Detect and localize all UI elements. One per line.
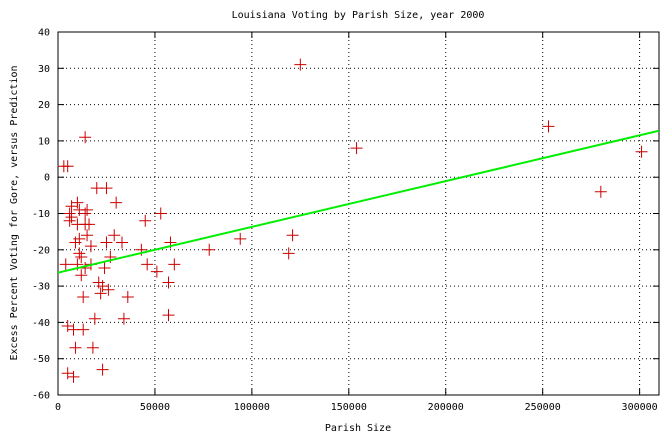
data-point (162, 276, 175, 289)
y-tick-label: 20 (38, 100, 50, 111)
y-tick-label: -10 (32, 209, 50, 220)
data-point (84, 240, 97, 253)
x-tick-label: 250000 (525, 402, 561, 413)
data-point (635, 145, 648, 158)
x-tick-label: 50000 (140, 402, 170, 413)
data-point (294, 58, 307, 71)
y-axis-label: Excess Percent Voting for Gore, versus P… (9, 65, 20, 360)
data-point (86, 341, 99, 354)
data-point (81, 229, 94, 242)
data-point (141, 258, 154, 271)
plot-marks (57, 58, 660, 383)
data-point (94, 287, 107, 300)
data-point (100, 182, 113, 195)
data-point (154, 207, 167, 220)
data-point (77, 290, 90, 303)
data-point (350, 142, 363, 155)
data-point (75, 251, 88, 264)
data-point (121, 290, 134, 303)
x-axis-label: Parish Size (325, 423, 391, 434)
data-point (108, 229, 121, 242)
data-point (96, 363, 109, 376)
grid-lines (58, 32, 659, 395)
y-tick-label: 0 (44, 173, 50, 184)
y-tick-label: -20 (32, 245, 50, 256)
data-point (61, 160, 74, 173)
data-point (69, 341, 82, 354)
y-tick-label: -30 (32, 282, 50, 293)
y-tick-label: 40 (38, 28, 50, 39)
data-point (71, 196, 84, 209)
data-point (234, 232, 247, 245)
y-tick-label: 10 (38, 136, 50, 147)
data-point (83, 218, 96, 231)
x-tick-label: 150000 (331, 402, 367, 413)
y-tick-label: 30 (38, 64, 50, 75)
data-point (542, 120, 555, 133)
data-point (282, 247, 295, 260)
data-point (162, 309, 175, 322)
data-point (139, 214, 152, 227)
data-point (168, 258, 181, 271)
data-point (100, 236, 113, 249)
data-point (150, 265, 163, 278)
x-tick-label: 200000 (428, 402, 464, 413)
data-point (88, 312, 101, 325)
data-point (67, 370, 80, 383)
y-tick-label: -60 (32, 391, 50, 402)
x-tick-label: 300000 (622, 402, 658, 413)
data-point (77, 323, 90, 336)
x-tick-label: 100000 (234, 402, 270, 413)
data-point (81, 203, 94, 216)
x-tick-label: 0 (55, 402, 61, 413)
data-point (79, 131, 92, 144)
axis-ticks: -60 -50 -40 -30 -20 -10 0 10 20 30 40 0 50000 100000 1… (32, 28, 659, 413)
data-point (102, 283, 115, 296)
data-point (98, 261, 111, 274)
chart-title: Louisiana Voting by Parish Size, year 20… (232, 10, 485, 21)
data-point (117, 312, 130, 325)
trend-line (57, 129, 660, 274)
data-point (65, 211, 78, 224)
data-point (594, 185, 607, 198)
data-point (73, 232, 86, 245)
data-point (115, 236, 128, 249)
data-point (286, 229, 299, 242)
data-point (110, 196, 123, 209)
y-tick-label: -40 (32, 318, 50, 329)
y-tick-label: -50 (32, 354, 50, 365)
data-point (75, 269, 88, 282)
data-point (203, 243, 216, 256)
data-point (59, 258, 72, 271)
